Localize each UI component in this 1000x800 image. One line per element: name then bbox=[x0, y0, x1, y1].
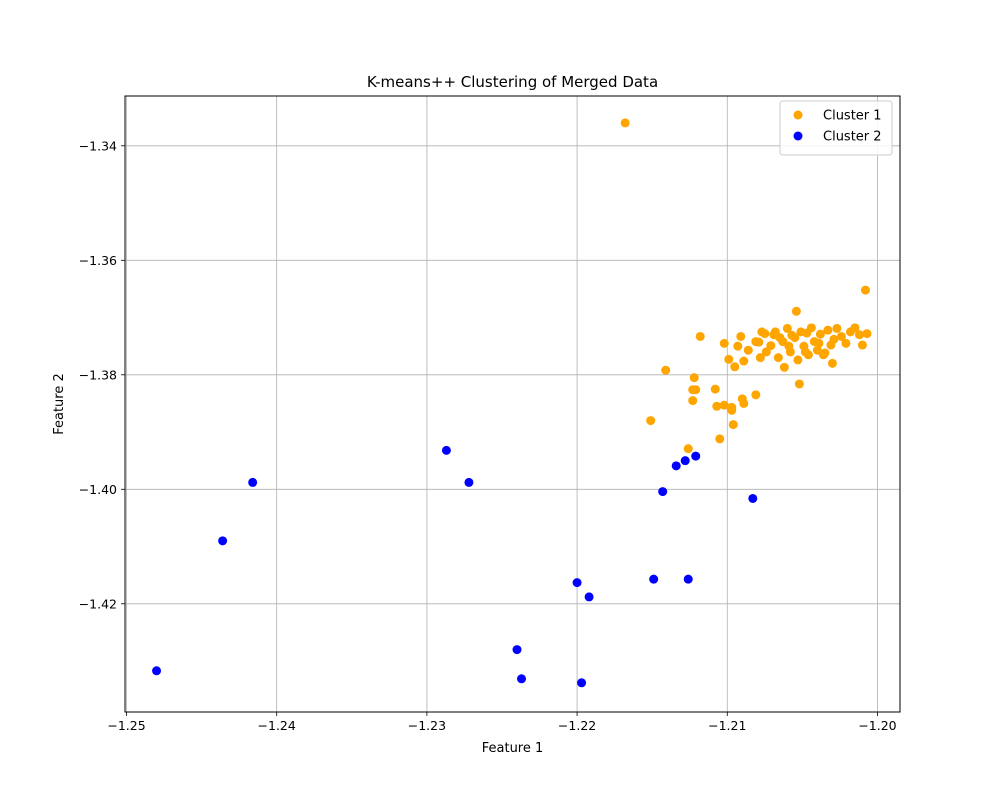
x-tick-label: −1.21 bbox=[708, 718, 746, 733]
data-point bbox=[715, 434, 725, 444]
data-point bbox=[862, 329, 872, 339]
series-1-points bbox=[620, 118, 872, 454]
data-point bbox=[683, 574, 693, 584]
x-tick-label: −1.20 bbox=[858, 718, 896, 733]
y-tick-label: −1.38 bbox=[79, 367, 117, 382]
data-point bbox=[802, 328, 812, 338]
legend-marker bbox=[793, 110, 803, 120]
data-point bbox=[829, 334, 839, 344]
y-tick-label: −1.36 bbox=[79, 253, 117, 268]
data-point bbox=[739, 398, 749, 408]
x-tick-label: −1.25 bbox=[107, 718, 145, 733]
legend: Cluster 1 Cluster 2 bbox=[779, 100, 893, 156]
data-point bbox=[827, 358, 837, 368]
data-point bbox=[712, 401, 722, 411]
data-point bbox=[661, 365, 671, 375]
data-point bbox=[152, 666, 162, 676]
data-point bbox=[836, 331, 846, 341]
chart-title: K-means++ Clustering of Merged Data bbox=[367, 73, 658, 91]
data-point bbox=[727, 402, 737, 412]
y-tick-label: −1.34 bbox=[79, 138, 117, 153]
data-point bbox=[857, 340, 867, 350]
data-point bbox=[832, 323, 842, 333]
data-point bbox=[572, 578, 582, 588]
data-point bbox=[517, 674, 527, 684]
data-points bbox=[152, 118, 872, 688]
grid-lines bbox=[125, 96, 900, 712]
data-point bbox=[782, 323, 792, 333]
data-point bbox=[719, 338, 729, 348]
data-point bbox=[841, 338, 851, 348]
axis-ticks: −1.25 −1.24 −1.23 −1.22 −1.21 −1.20 −1.34 −1.36… bbox=[79, 138, 897, 733]
series-2-points bbox=[152, 445, 758, 688]
data-point bbox=[794, 379, 804, 389]
data-point bbox=[755, 353, 765, 363]
data-point bbox=[218, 536, 228, 546]
data-point bbox=[695, 331, 705, 341]
data-point bbox=[820, 348, 830, 358]
data-point bbox=[748, 493, 758, 503]
data-point bbox=[577, 678, 587, 688]
x-tick-label: −1.22 bbox=[558, 718, 596, 733]
x-tick-label: −1.24 bbox=[258, 718, 296, 733]
data-point bbox=[691, 451, 701, 461]
x-tick-label: −1.23 bbox=[408, 718, 446, 733]
y-axis-label: Feature 2 bbox=[52, 373, 67, 435]
data-point bbox=[751, 390, 761, 400]
y-tick-label: −1.40 bbox=[79, 482, 117, 497]
data-point bbox=[691, 385, 701, 395]
data-point bbox=[743, 345, 753, 355]
data-point bbox=[815, 329, 825, 339]
data-point bbox=[823, 325, 833, 335]
legend-box bbox=[779, 100, 893, 156]
data-point bbox=[754, 337, 764, 347]
data-point bbox=[736, 331, 746, 341]
data-point bbox=[769, 330, 779, 340]
y-tick-label: −1.42 bbox=[79, 596, 117, 611]
plot-frame bbox=[124, 95, 901, 713]
x-axis-label: Feature 1 bbox=[482, 741, 544, 756]
data-point bbox=[441, 445, 451, 455]
data-point bbox=[791, 306, 801, 316]
data-point bbox=[784, 341, 794, 351]
data-point bbox=[860, 285, 870, 295]
data-point bbox=[854, 330, 864, 340]
legend-label: Cluster 1 bbox=[823, 109, 882, 124]
data-point bbox=[850, 323, 860, 333]
data-point bbox=[512, 645, 522, 655]
data-point bbox=[584, 592, 594, 602]
data-point bbox=[710, 384, 720, 394]
data-point bbox=[649, 574, 659, 584]
data-point bbox=[779, 362, 789, 372]
data-point bbox=[658, 487, 668, 497]
data-point bbox=[814, 338, 824, 348]
data-point bbox=[248, 477, 258, 487]
data-point bbox=[724, 354, 734, 364]
data-point bbox=[688, 396, 698, 406]
data-point bbox=[730, 362, 740, 372]
data-point bbox=[671, 461, 681, 471]
data-point bbox=[733, 341, 743, 351]
data-point bbox=[739, 356, 749, 366]
data-point bbox=[719, 400, 729, 410]
data-point bbox=[766, 341, 776, 351]
data-point bbox=[620, 118, 630, 128]
data-point bbox=[728, 420, 738, 430]
data-point bbox=[761, 347, 771, 357]
data-point bbox=[646, 416, 656, 426]
data-point bbox=[787, 330, 797, 340]
data-point bbox=[689, 373, 699, 383]
legend-marker bbox=[793, 131, 803, 141]
legend-label: Cluster 2 bbox=[823, 130, 882, 145]
data-point bbox=[800, 347, 810, 357]
data-point bbox=[683, 444, 693, 454]
data-point bbox=[757, 327, 767, 337]
data-point bbox=[773, 353, 783, 363]
data-point bbox=[680, 456, 690, 466]
data-point bbox=[793, 355, 803, 365]
data-point bbox=[464, 477, 474, 487]
